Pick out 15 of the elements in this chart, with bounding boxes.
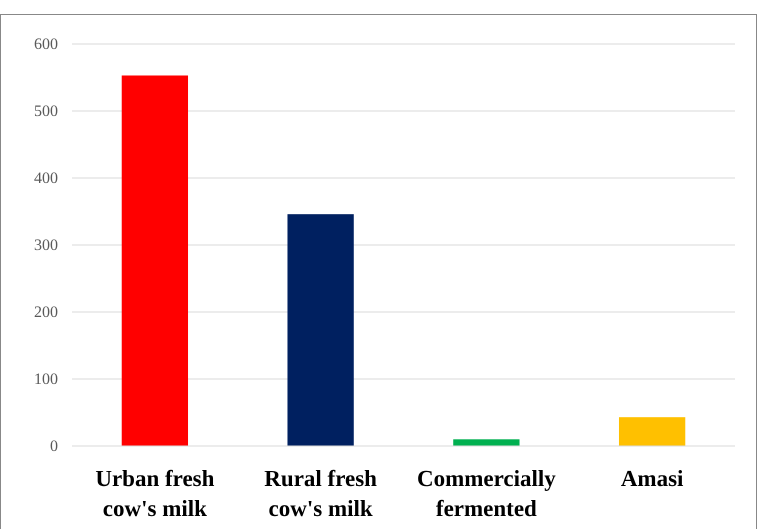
x-tick-label: Amasi [620,466,684,491]
bar [453,439,520,446]
bar [618,417,686,446]
x-tick-label: Commercially fermented [416,466,556,521]
y-tick-label: 500 [34,103,58,120]
bar [287,214,354,446]
y-tick-label: 0 [50,438,58,456]
y-tick-label: 600 [34,36,58,54]
y-tick-label: 400 [34,170,58,188]
y-tick-label: 300 [34,237,58,254]
bar [122,75,188,446]
y-tick-label: 100 [34,371,58,388]
x-tick-label: Rural fresh cow's milk [264,466,378,521]
x-tick-label: Urban fresh cow's milk [95,466,215,521]
y-tick-label: 200 [34,304,58,322]
